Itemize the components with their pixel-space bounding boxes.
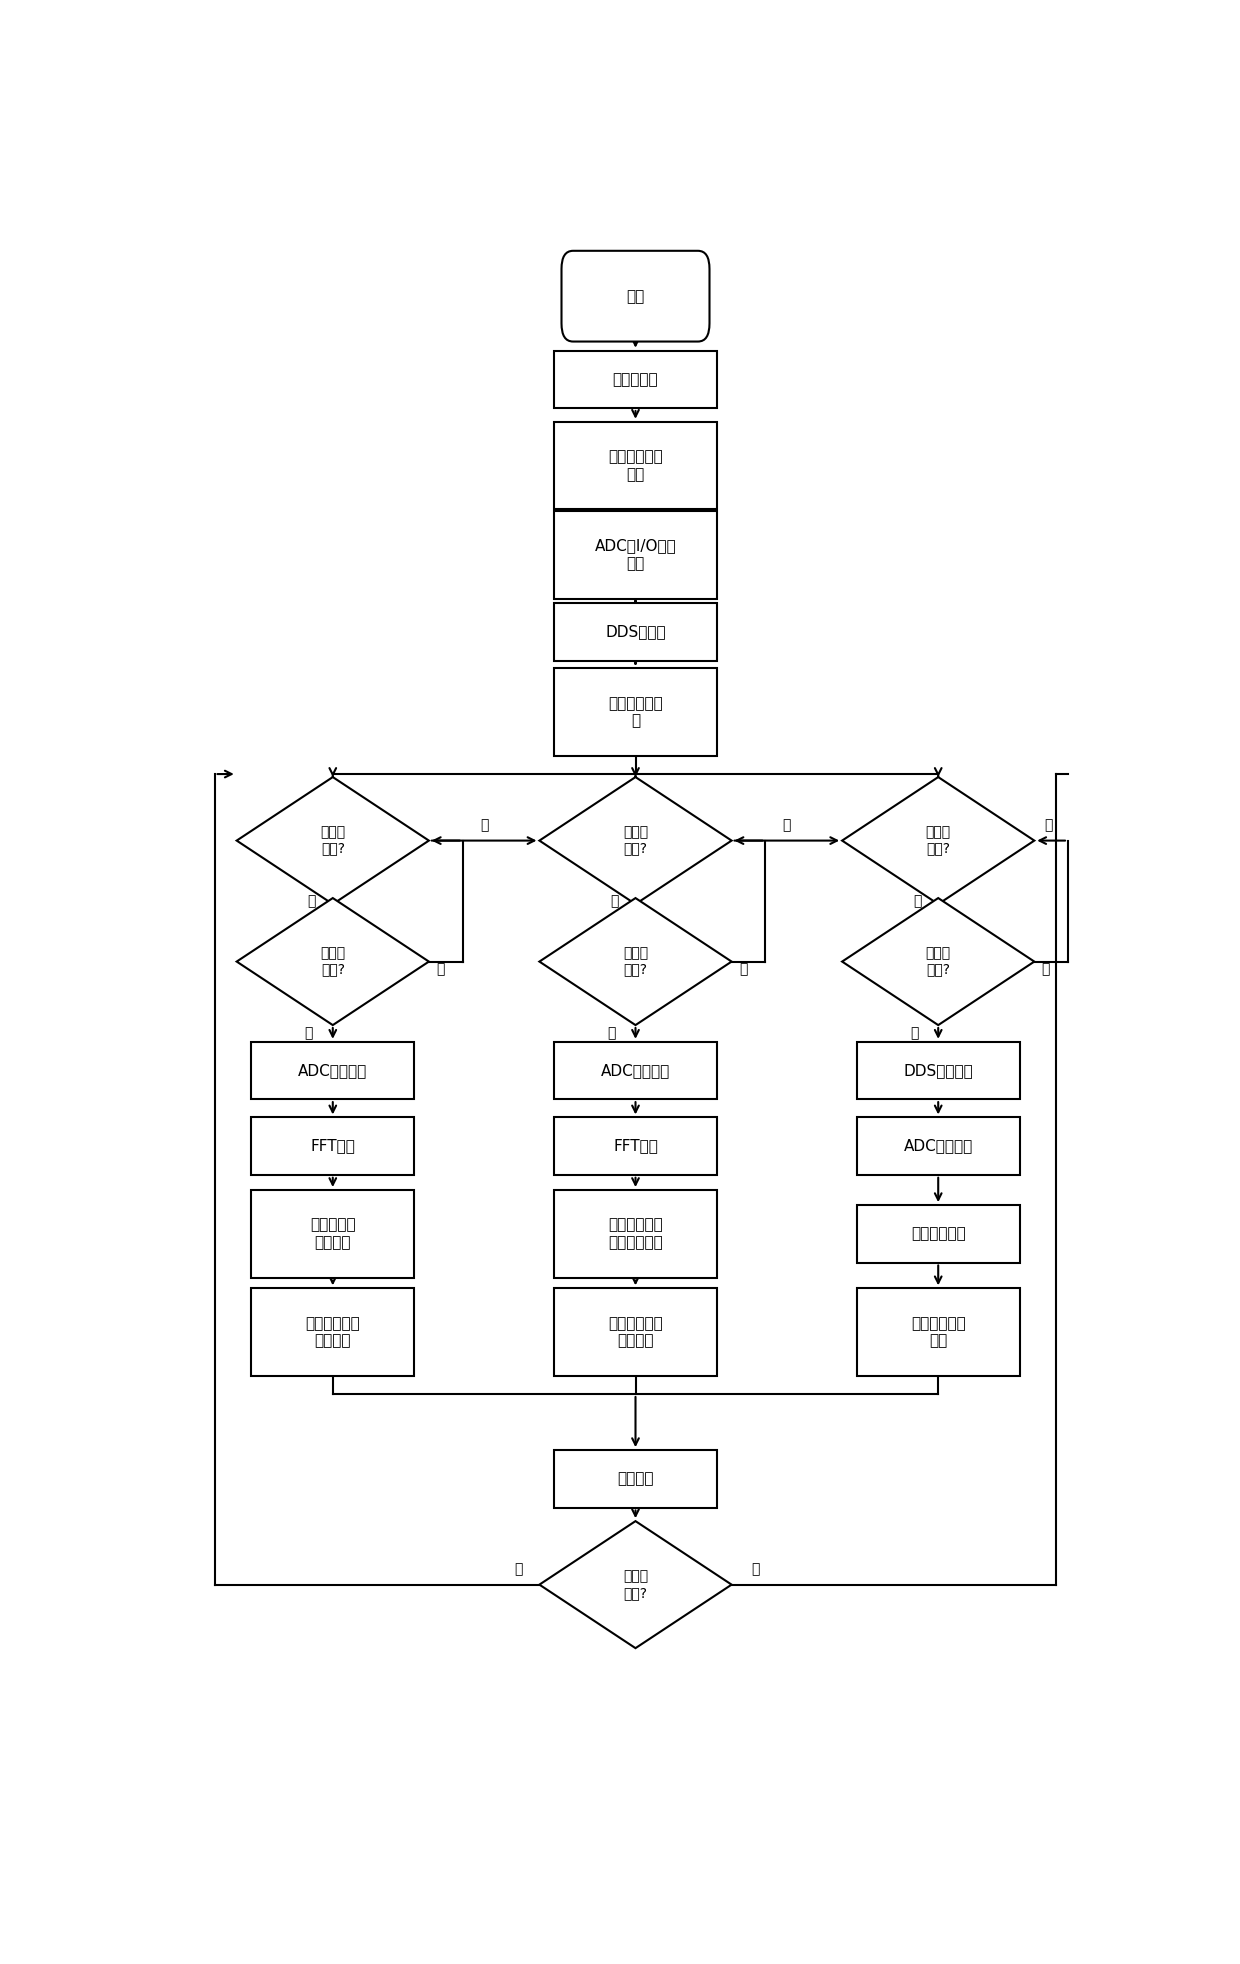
Bar (857, 1288, 1019, 1377)
Text: 是: 是 (1044, 819, 1053, 833)
Text: 选择键
按下?: 选择键 按下? (622, 947, 649, 976)
Text: 蓝牙发送: 蓝牙发送 (618, 1471, 653, 1487)
Text: 绘制幅频特性
曲线: 绘制幅频特性 曲线 (911, 1316, 966, 1347)
Bar (250, 1041, 414, 1100)
Text: 是: 是 (608, 1027, 616, 1041)
Text: ADC读取波形: ADC读取波形 (601, 1063, 670, 1078)
Text: 计算截止频率: 计算截止频率 (911, 1226, 966, 1241)
FancyBboxPatch shape (562, 251, 709, 342)
Polygon shape (842, 898, 1034, 1025)
Text: FFT变换: FFT变换 (310, 1139, 355, 1153)
Bar (554, 1190, 717, 1279)
Bar (857, 1118, 1019, 1174)
Text: 切换键
按下?: 切换键 按下? (320, 825, 346, 856)
Bar (250, 1118, 414, 1174)
Text: 是: 是 (305, 1027, 312, 1041)
Bar (554, 603, 717, 660)
Text: 否: 否 (436, 962, 445, 976)
Polygon shape (842, 778, 1034, 903)
Text: DDS扫频输出: DDS扫频输出 (903, 1063, 973, 1078)
Bar (554, 352, 717, 409)
Polygon shape (539, 898, 732, 1025)
Bar (554, 1118, 717, 1174)
Text: 否: 否 (515, 1563, 522, 1577)
Text: DDS初始化: DDS初始化 (605, 625, 666, 640)
Bar (857, 1206, 1019, 1263)
Text: 切换键
按下?: 切换键 按下? (622, 825, 649, 856)
Text: 否: 否 (913, 894, 921, 907)
Text: 是: 是 (480, 819, 489, 833)
Text: 开始: 开始 (626, 289, 645, 304)
Text: ADC读取波形: ADC读取波形 (298, 1063, 367, 1078)
Bar (554, 511, 717, 599)
Text: 选择键
按下?: 选择键 按下? (320, 947, 346, 976)
Text: 是: 是 (782, 819, 791, 833)
Text: FFT变换: FFT变换 (613, 1139, 658, 1153)
Bar (250, 1190, 414, 1279)
Text: 绘制频谱图，
显示数据: 绘制频谱图， 显示数据 (608, 1316, 663, 1347)
Bar (857, 1041, 1019, 1100)
Text: 否: 否 (739, 962, 748, 976)
Text: 绘制波形图，
显示数据: 绘制波形图， 显示数据 (305, 1316, 360, 1347)
Text: ADC、I/O口初
始化: ADC、I/O口初 始化 (595, 538, 676, 572)
Text: 是: 是 (910, 1027, 919, 1041)
Bar (554, 1288, 717, 1377)
Text: 否: 否 (1042, 962, 1050, 976)
Text: 否: 否 (610, 894, 619, 907)
Text: 用户界面初始
化: 用户界面初始 化 (608, 695, 663, 729)
Text: 计算基波幅
度、频率: 计算基波幅 度、频率 (310, 1218, 356, 1249)
Bar (554, 1041, 717, 1100)
Bar (250, 1288, 414, 1377)
Bar (554, 668, 717, 756)
Text: 串口初始化: 串口初始化 (613, 371, 658, 387)
Text: 否: 否 (308, 894, 316, 907)
Text: 返回键
按下?: 返回键 按下? (622, 1569, 649, 1601)
Polygon shape (539, 1522, 732, 1648)
Text: 是: 是 (751, 1563, 760, 1577)
Polygon shape (539, 778, 732, 903)
Bar (554, 1449, 717, 1508)
Text: ADC读取幅度: ADC读取幅度 (904, 1139, 973, 1153)
Polygon shape (237, 898, 429, 1025)
Text: 选择键
按下?: 选择键 按下? (925, 947, 951, 976)
Text: 计算基波、谐
波幅度、频率: 计算基波、谐 波幅度、频率 (608, 1218, 663, 1249)
Bar (554, 422, 717, 509)
Polygon shape (237, 778, 429, 903)
Text: 按键、液晶初
始化: 按键、液晶初 始化 (608, 450, 663, 481)
Text: 切换键
按下?: 切换键 按下? (925, 825, 951, 856)
